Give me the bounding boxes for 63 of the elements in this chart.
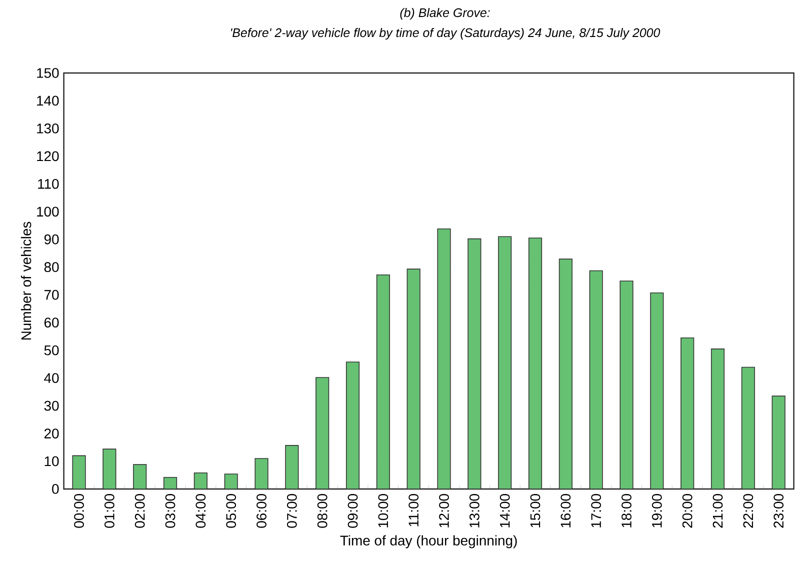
x-tick-label: 03:00 [165,494,176,528]
y-tick-label: 100 [37,206,59,217]
x-tick-label: 12:00 [439,494,449,528]
x-tick-label: 07:00 [286,494,297,528]
x-tick-label: 13:00 [469,494,480,528]
y-tick-label: 120 [37,151,59,162]
x-tick-label: 00:00 [74,494,84,528]
x-tick-label: 17:00 [591,494,602,528]
x-tick-label: 09:00 [348,494,358,528]
bar [102,448,116,489]
y-tick-label: 140 [37,96,59,106]
bar [254,458,268,489]
y-tick-label: 50 [44,345,59,356]
y-tick-label: 0 [52,484,59,494]
bar [558,258,572,489]
y-tick-label: 60 [44,318,59,328]
y-tick-label: 80 [44,262,59,272]
x-tick-label: 15:00 [530,494,540,528]
chart-title: (b) Blake Grove: [400,8,490,20]
bar [316,377,330,489]
x-tick-label: 18:00 [622,494,632,528]
bar [528,238,542,489]
x-tick-label: 16:00 [560,494,571,528]
x-axis-title: Time of day (hour beginning) [340,535,517,548]
bar [650,292,664,489]
x-tick-label: 02:00 [134,494,145,528]
bar [437,228,451,489]
x-tick-label: 22:00 [743,494,754,528]
y-tick-label: 150 [37,68,59,78]
y-tick-label: 90 [44,234,59,244]
x-tick-label: 05:00 [226,494,236,528]
bar [680,337,694,489]
bar [406,268,420,489]
bar [376,274,390,489]
bar [589,270,603,489]
x-tick-label: 01:00 [104,494,114,528]
x-tick-label: 10:00 [378,494,388,528]
y-tick-label: 70 [44,290,59,300]
x-tick-label: 21:00 [712,494,723,528]
x-tick-label: 23:00 [774,494,784,528]
x-tick-label: 11:00 [408,494,419,526]
y-tick-label: 110 [38,178,59,189]
y-tick-label: 10 [44,456,59,466]
bar [72,455,86,489]
y-tick-label: 130 [37,124,59,134]
bar [772,396,786,489]
y-axis-title: Number of vehicles [20,222,32,340]
x-tick-label: 06:00 [256,494,266,528]
bar [468,238,482,489]
x-tick-label: 19:00 [652,494,662,528]
bar [285,445,299,489]
x-tick-label: 04:00 [196,494,206,528]
bar [741,366,755,489]
x-tick-label: 08:00 [317,494,328,528]
bar [498,236,512,489]
x-tick-label: 20:00 [682,494,692,528]
chart-subtitle: 'Before' 2-way vehicle flow by time of day (Saturdays) 24 June, 8/15 July 2000 [231,28,660,40]
bar [133,464,147,489]
y-tick-label: 40 [44,373,59,383]
y-tick-label: 30 [44,400,59,411]
x-tick-label: 14:00 [500,494,510,528]
y-tick-label: 20 [44,428,59,438]
bar [620,280,634,489]
